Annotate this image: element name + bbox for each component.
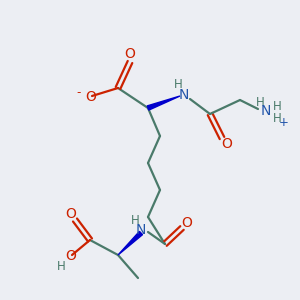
Text: +: +	[279, 116, 289, 128]
Text: N: N	[136, 223, 146, 237]
Text: H: H	[57, 260, 65, 272]
Polygon shape	[147, 96, 180, 110]
Text: O: O	[66, 207, 76, 221]
Text: N: N	[179, 88, 189, 102]
Text: H: H	[130, 214, 140, 226]
Text: O: O	[124, 47, 135, 61]
Text: O: O	[66, 249, 76, 263]
Text: H: H	[256, 95, 264, 109]
Text: N: N	[261, 104, 271, 118]
Text: H: H	[174, 77, 182, 91]
Text: O: O	[182, 216, 192, 230]
Text: O: O	[85, 90, 96, 104]
Polygon shape	[118, 231, 142, 255]
Text: H: H	[273, 100, 281, 113]
Text: -: -	[77, 86, 81, 100]
Text: O: O	[222, 137, 232, 151]
Text: H: H	[273, 112, 281, 124]
